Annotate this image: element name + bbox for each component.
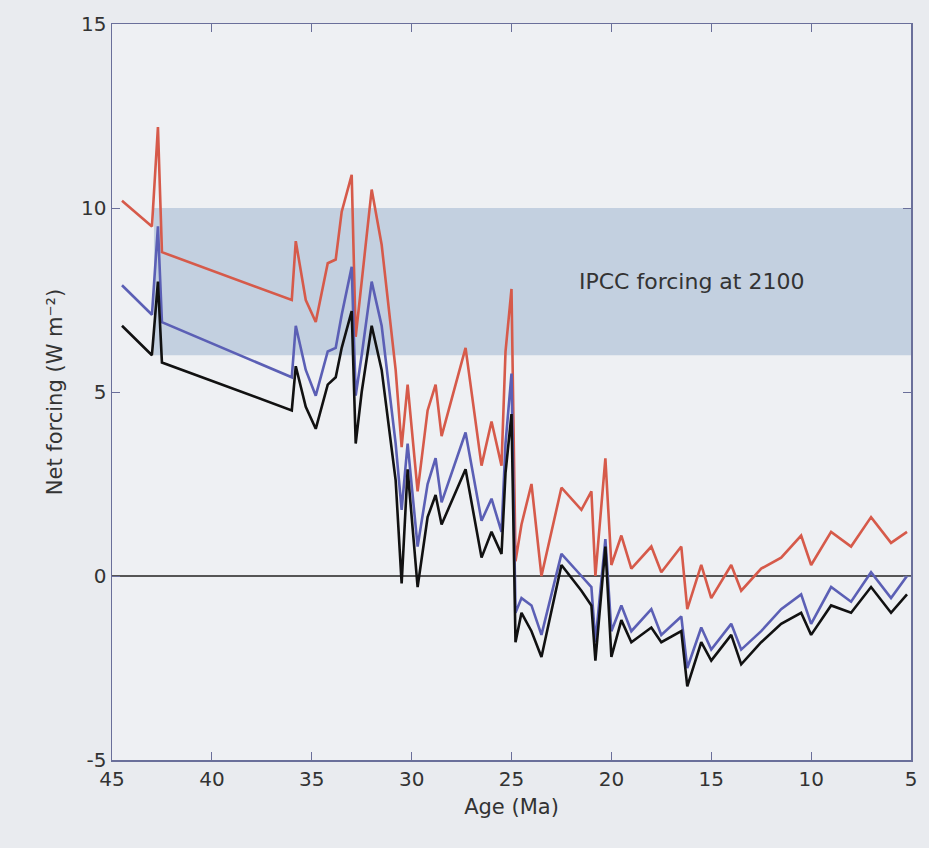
svg-text:5: 5 (94, 380, 107, 404)
svg-text:45: 45 (99, 767, 124, 791)
svg-text:10: 10 (81, 196, 106, 220)
svg-text:-5: -5 (87, 748, 107, 772)
svg-text:15: 15 (699, 767, 724, 791)
svg-text:0: 0 (94, 564, 107, 588)
svg-text:Age (Ma): Age (Ma) (464, 795, 559, 819)
svg-text:30: 30 (399, 767, 424, 791)
svg-text:35: 35 (299, 767, 324, 791)
svg-text:20: 20 (599, 767, 624, 791)
svg-text:40: 40 (199, 767, 224, 791)
svg-text:25: 25 (499, 767, 524, 791)
svg-text:15: 15 (81, 12, 106, 36)
svg-text:5: 5 (905, 767, 918, 791)
svg-text:Net forcing (W m⁻²): Net forcing (W m⁻²) (43, 289, 67, 495)
svg-text:IPCC forcing at 2100: IPCC forcing at 2100 (579, 269, 804, 294)
svg-text:10: 10 (798, 767, 823, 791)
